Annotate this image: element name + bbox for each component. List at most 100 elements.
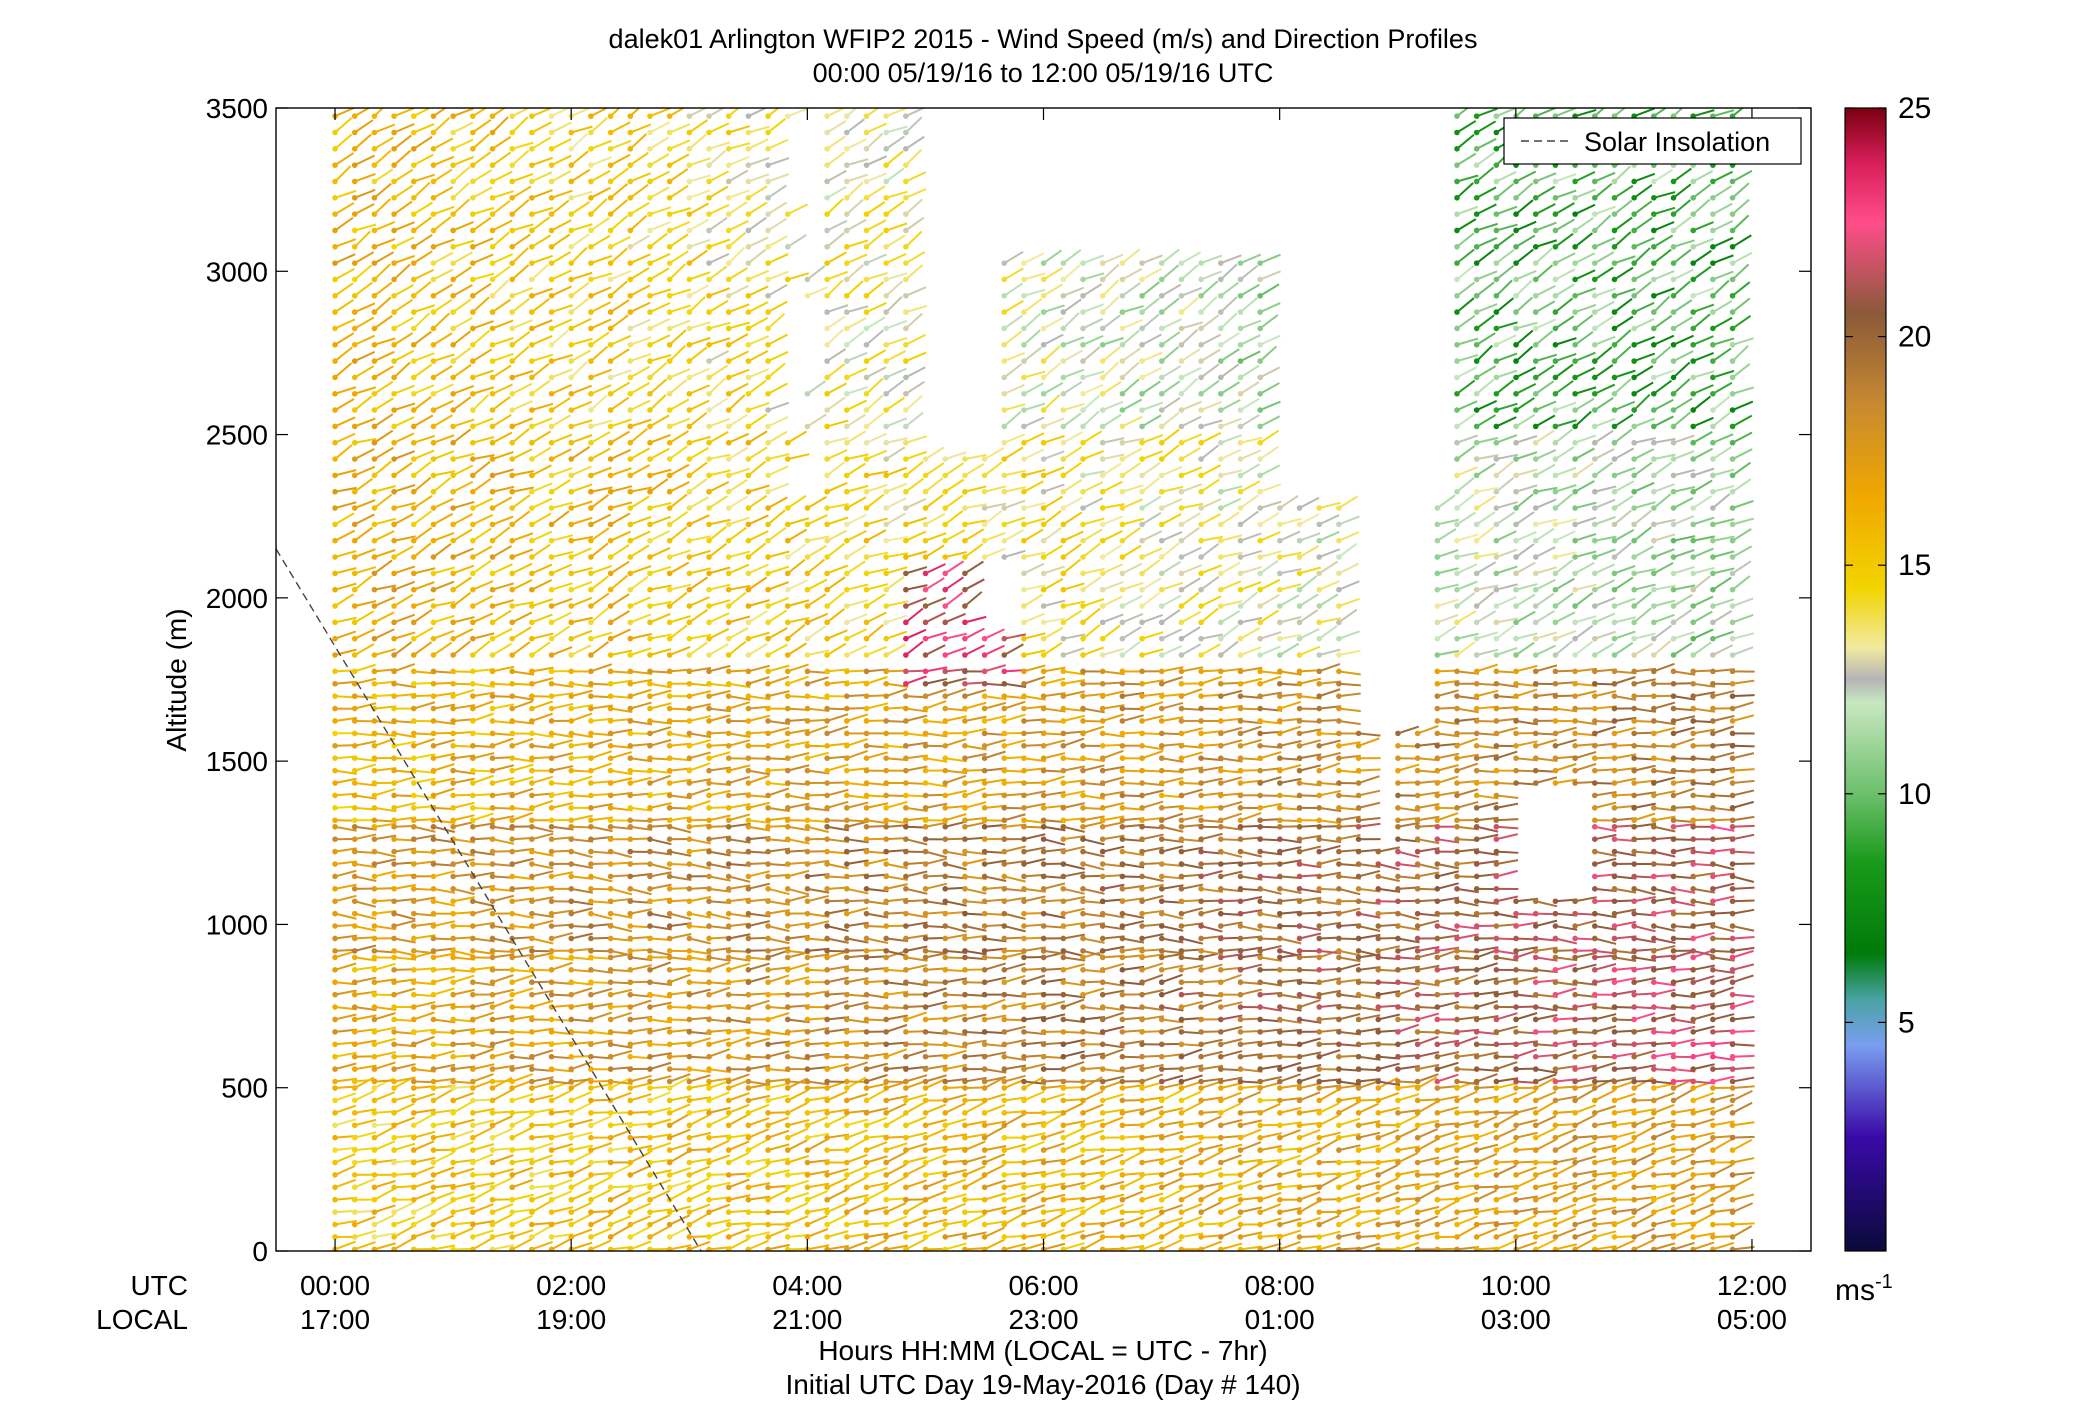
wind-barb-shaft	[531, 632, 554, 640]
wind-barb-point	[686, 260, 693, 266]
wind-barb-point	[627, 341, 634, 348]
wind-barb-shaft	[649, 136, 670, 150]
wind-barb-shaft	[669, 139, 691, 150]
wind-barb-shaft	[452, 1118, 475, 1127]
wind-barb-point	[647, 456, 653, 462]
wind-barb-shaft	[649, 478, 669, 493]
wind-barb-shaft	[452, 155, 474, 167]
wind-barb-shaft	[767, 382, 789, 395]
wind-barb-point	[922, 1110, 929, 1116]
wind-barb-point	[529, 570, 535, 577]
wind-barb-shaft	[373, 314, 393, 330]
wind-barb-shaft	[708, 599, 731, 607]
wind-barb-shaft	[433, 975, 455, 984]
wind-barb-shaft	[492, 937, 515, 944]
wind-barb-point	[509, 1016, 515, 1023]
wind-barb-point	[784, 1053, 791, 1060]
wind-barb-shaft	[610, 769, 633, 776]
wind-barb-shaft	[531, 136, 552, 150]
wind-barb-point	[686, 1122, 693, 1129]
wind-barb-point	[568, 423, 575, 430]
wind-barb-point	[666, 718, 673, 724]
wind-barb-shaft	[452, 385, 475, 395]
wind-barb-point	[607, 488, 614, 495]
wind-barb-shaft	[492, 496, 513, 509]
wind-barb-shaft	[413, 1201, 434, 1214]
wind-barb-point	[548, 358, 555, 364]
wind-barb-shaft	[334, 777, 357, 785]
wind-barb-point	[844, 1029, 850, 1035]
wind-barb-point	[588, 861, 594, 867]
wind-barb-shaft	[413, 363, 433, 379]
wind-barb-point	[371, 423, 378, 430]
wind-barb-shaft	[630, 887, 652, 896]
wind-barb-point	[666, 755, 673, 762]
wind-barb-shaft	[708, 1227, 730, 1238]
wind-barb-point	[430, 1246, 437, 1251]
wind-barb-shaft	[393, 816, 417, 822]
wind-barb-point	[332, 456, 338, 462]
wind-barb-point	[666, 848, 673, 855]
wind-barb-shaft	[629, 1164, 651, 1176]
wind-barb-shaft	[374, 978, 397, 984]
wind-barb-point	[784, 1209, 791, 1215]
wind-barb-point	[509, 1209, 515, 1215]
wind-barb-shaft	[393, 1076, 416, 1083]
wind-barb-point	[607, 227, 614, 234]
wind-barb-point	[470, 1221, 476, 1228]
wind-barb-shaft	[393, 937, 416, 944]
wind-barb-shaft	[708, 612, 730, 624]
wind-barb-shaft	[708, 875, 731, 882]
wind-barb-shaft	[787, 794, 810, 801]
wind-barb-point	[627, 873, 634, 880]
wind-barb-point	[725, 836, 732, 842]
wind-barb-point	[883, 652, 889, 658]
wind-barb-shaft	[649, 1169, 672, 1176]
wind-barb-shaft	[747, 460, 767, 477]
wind-barb-point	[883, 390, 889, 397]
wind-barb-point	[725, 1016, 732, 1023]
wind-barb-point	[351, 603, 358, 609]
wind-barb-shaft	[708, 1219, 731, 1226]
wind-barb-point	[627, 195, 634, 201]
wind-barb-point	[529, 730, 535, 737]
wind-barb-point	[804, 991, 811, 998]
wind-barb-point	[784, 113, 791, 119]
wind-barb-shaft	[393, 461, 413, 477]
wind-barb-point	[410, 390, 417, 397]
wind-barb-point	[509, 521, 515, 528]
wind-barb-point	[844, 652, 850, 658]
wind-barb-point	[489, 668, 496, 675]
wind-barb-point	[686, 730, 693, 737]
wind-barb-shaft	[728, 739, 751, 747]
wind-barb-shaft	[590, 704, 613, 710]
wind-barb-point	[765, 1041, 771, 1048]
wind-barb-point	[922, 836, 929, 842]
wind-barb-shaft	[669, 288, 692, 297]
wind-barb-shaft	[551, 368, 573, 379]
wind-barb-shaft	[570, 1091, 592, 1102]
wind-barb-shaft	[551, 397, 571, 411]
wind-barb-point	[548, 1221, 555, 1228]
wind-barb-point	[824, 652, 830, 658]
wind-barb-point	[784, 1029, 791, 1035]
wind-barb-point	[529, 1053, 535, 1060]
wind-barb-shaft	[354, 663, 377, 673]
wind-barb-point	[627, 635, 634, 642]
wind-barb-point	[351, 1053, 358, 1060]
wind-barb-point	[450, 456, 456, 462]
wind-barb-point	[430, 570, 437, 577]
wind-barb-point	[607, 1209, 614, 1215]
wind-barb-shaft	[550, 510, 570, 526]
wind-barb-point	[371, 276, 378, 283]
wind-barb-shaft	[590, 987, 613, 996]
wind-barb-point	[824, 935, 830, 942]
wind-barb-point	[627, 325, 634, 332]
wind-barb-shaft	[689, 751, 711, 760]
wind-barb-shaft	[472, 884, 495, 890]
wind-barb-point	[509, 1246, 515, 1251]
wind-barb-point	[470, 886, 476, 892]
wind-barb-point	[824, 439, 830, 446]
wind-barb-shaft	[590, 108, 609, 118]
wind-barb-point	[450, 521, 456, 528]
